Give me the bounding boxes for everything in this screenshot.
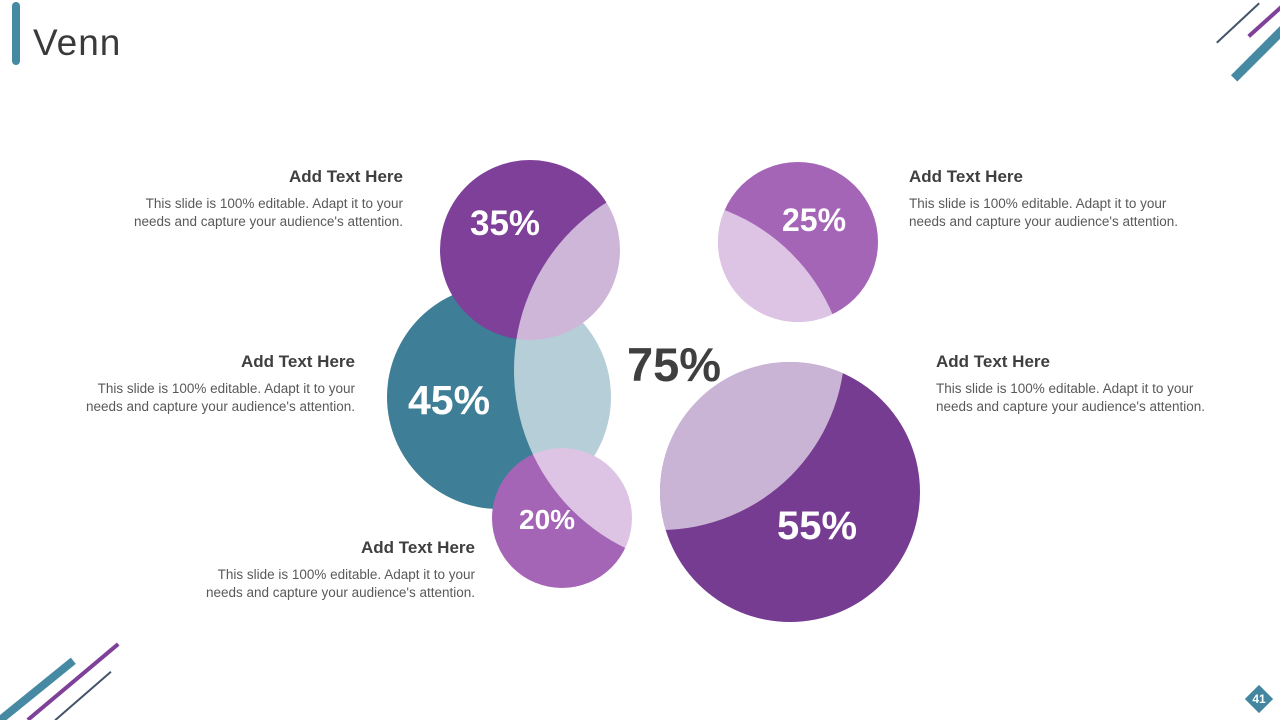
text-block-heading: Add Text Here [289, 167, 403, 186]
decor-line-thin-bottom-left [54, 670, 112, 720]
text-block-body-line: This slide is 100% editable. Adapt it to… [936, 381, 1194, 396]
text-block-top-right: Add Text Here This slide is 100% editabl… [909, 167, 1219, 231]
venn-label-20: 20% [519, 504, 576, 535]
text-block-middle-right: Add Text Here This slide is 100% editabl… [936, 352, 1246, 416]
text-block-body: This slide is 100% editable. Adapt it to… [909, 195, 1219, 231]
text-block-middle-left: Add Text Here This slide is 100% editabl… [55, 352, 355, 416]
text-block-body-line: This slide is 100% editable. Adapt it to… [97, 381, 355, 396]
text-block-heading: Add Text Here [361, 538, 475, 557]
text-block-top-left: Add Text Here This slide is 100% editabl… [103, 167, 403, 231]
venn-label-55: 55% [777, 504, 858, 548]
venn-circle-25: 25% [718, 162, 878, 322]
text-block-body-line: needs and capture your audience's attent… [85, 399, 355, 414]
text-block-body-line: This slide is 100% editable. Adapt it to… [217, 567, 475, 582]
text-block-body-line: This slide is 100% editable. Adapt it to… [909, 196, 1167, 211]
text-block-body: This slide is 100% editable. Adapt it to… [55, 380, 355, 416]
text-block-heading: Add Text Here [909, 167, 1023, 186]
page-number-badge: 41 [1244, 684, 1274, 714]
venn-circle-55: 55% [660, 362, 920, 622]
text-block-body: This slide is 100% editable. Adapt it to… [936, 380, 1246, 416]
text-block-body: This slide is 100% editable. Adapt it to… [175, 566, 475, 602]
venn-label-45: 45% [408, 377, 491, 423]
text-block-body: This slide is 100% editable. Adapt it to… [103, 195, 403, 231]
text-block-body-line: needs and capture your audience's attent… [205, 585, 475, 600]
text-block-body-line: needs and capture your audience's attent… [909, 214, 1179, 229]
page-title: Venn [33, 22, 122, 63]
page-number: 41 [1252, 692, 1266, 706]
text-block-heading: Add Text Here [241, 352, 355, 371]
decor-line-thin-top-right [1216, 2, 1260, 44]
text-block-body-line: needs and capture your audience's attent… [133, 214, 403, 229]
venn-label-35: 35% [470, 204, 541, 243]
venn-center-label: 75% [627, 338, 722, 391]
text-block-bottom-left: Add Text Here This slide is 100% editabl… [175, 538, 475, 602]
text-block-body-line: This slide is 100% editable. Adapt it to… [145, 196, 403, 211]
text-block-heading: Add Text Here [936, 352, 1050, 371]
text-block-body-line: needs and capture your audience's attent… [936, 399, 1206, 414]
title-accent-bar [12, 2, 20, 65]
venn-label-25: 25% [782, 202, 847, 238]
